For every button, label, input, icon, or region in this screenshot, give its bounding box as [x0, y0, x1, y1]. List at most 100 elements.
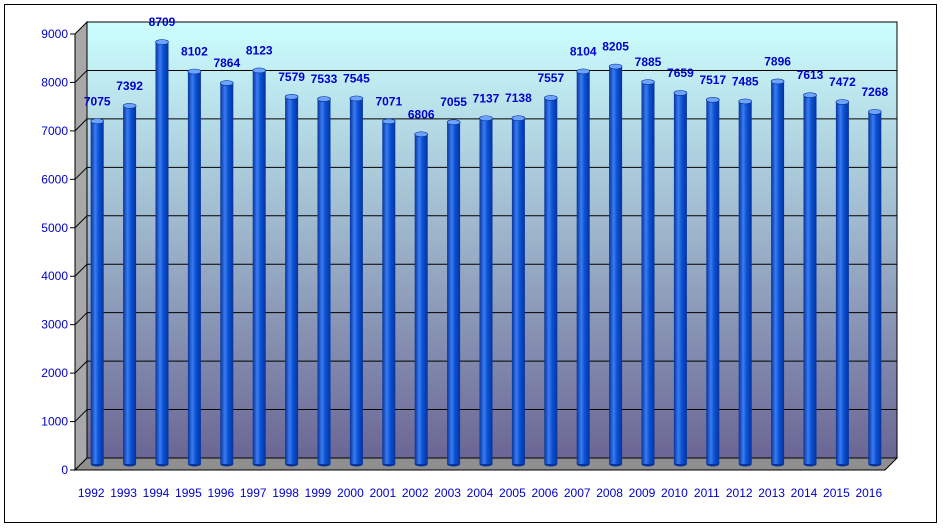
bar-1996: [220, 80, 234, 467]
bar-body: [609, 66, 623, 464]
y-tick-label: 8000: [41, 75, 68, 89]
bar-body: [123, 105, 137, 464]
bar-body: [738, 101, 752, 464]
bar-2014: [803, 92, 817, 467]
bar-2001: [381, 118, 396, 467]
axes: [70, 33, 885, 471]
data-label-2000: 7545: [343, 71, 370, 85]
x-tick-label-1994: 1994: [143, 486, 170, 500]
gridline-side: [74, 166, 88, 180]
x-tick-label-2004: 2004: [467, 486, 494, 500]
bar-body: [447, 122, 461, 465]
bar-2009: [641, 79, 655, 467]
gridline-side: [74, 312, 88, 326]
data-label-2012: 7485: [732, 74, 759, 88]
data-label-2001: 7071: [375, 94, 402, 108]
bar-body: [349, 98, 363, 464]
bar-body: [382, 121, 396, 464]
bar-body: [479, 118, 493, 464]
data-label-2015: 7472: [829, 75, 856, 89]
bar-body: [576, 71, 590, 464]
bar-top: [705, 97, 720, 103]
y-tick-label: 1000: [41, 415, 68, 429]
x-tick-label-1995: 1995: [175, 486, 202, 500]
bar-top: [608, 63, 623, 70]
bar-1995: [187, 68, 202, 467]
bar-top: [317, 96, 331, 102]
bar-2010: [673, 90, 688, 467]
y-tick-label: 0: [61, 463, 68, 477]
bar-2007: [576, 68, 591, 467]
gridline-side: [74, 360, 88, 374]
x-tick-label-2006: 2006: [531, 486, 558, 500]
x-tick-label-2009: 2009: [629, 486, 656, 500]
y-tick-label: 2000: [41, 366, 68, 380]
bar-body: [544, 97, 558, 464]
bar-top: [770, 78, 785, 85]
bar-top: [122, 103, 137, 109]
data-label-2013: 7896: [764, 54, 791, 68]
x-tick-label-2003: 2003: [434, 486, 461, 500]
data-label-1992: 7075: [84, 94, 111, 108]
bar-top: [803, 92, 817, 98]
x-tick-label-1998: 1998: [272, 486, 299, 500]
bar-top: [867, 109, 882, 115]
x-tick-label-2016: 2016: [855, 486, 882, 500]
bar-top: [414, 131, 429, 138]
data-label-1999: 7533: [311, 72, 338, 86]
y-tick-label: 6000: [41, 172, 68, 186]
x-tick-label-2012: 2012: [726, 486, 753, 500]
gridline-side: [74, 263, 88, 277]
bar-1997: [252, 67, 266, 467]
bar-2000: [349, 95, 364, 467]
bar-top: [673, 90, 688, 96]
bar-top: [220, 80, 234, 86]
bar-1998: [284, 94, 299, 467]
data-label-2016: 7268: [861, 85, 888, 99]
data-label-2002: 6806: [408, 107, 435, 121]
data-label-1994: 8709: [149, 15, 176, 29]
bar-2005: [511, 115, 526, 467]
bar-body: [706, 99, 720, 464]
bar-top: [187, 68, 202, 75]
bar-top: [446, 119, 461, 126]
bar-body: [155, 42, 169, 465]
bar-body: [511, 118, 525, 464]
bar-2015: [835, 99, 850, 467]
chart-frame: 7075 7392 8709 8102 7864 8123 7579 7533 7545 7071…: [4, 4, 937, 523]
bar-body: [803, 95, 817, 464]
x-tick-label-2000: 2000: [337, 486, 364, 500]
bar-1992: [90, 118, 104, 467]
bar-body: [285, 96, 299, 465]
x-tick-label-1997: 1997: [240, 486, 267, 500]
x-tick-label-2001: 2001: [369, 486, 396, 500]
gridline-side: [74, 70, 88, 83]
bar-body: [641, 82, 655, 464]
bar-top: [155, 39, 169, 45]
bar-chart: 7075 7392 8709 8102 7864 8123 7579 7533 7545 7071…: [41, 15, 899, 500]
bar-1999: [317, 96, 331, 467]
x-tick-labels: 1992 1993 1994 1995 1996 1997 1998 1999 2000 2001…: [78, 486, 883, 500]
side-wall: [74, 20, 88, 472]
data-label-2010: 7659: [667, 66, 694, 80]
bar-body: [835, 102, 849, 465]
bar-top: [576, 68, 591, 75]
x-tick-label-2008: 2008: [596, 486, 623, 500]
bar-2003: [446, 119, 461, 467]
bar-body: [414, 134, 428, 464]
bar-top: [381, 118, 396, 125]
bar-body: [220, 83, 234, 464]
bar-top: [835, 99, 850, 105]
bar-body: [252, 70, 266, 464]
gridline-side: [74, 215, 88, 229]
x-tick-label-1993: 1993: [110, 486, 137, 500]
gridline-side: [74, 409, 88, 422]
x-tick-label-1992: 1992: [78, 486, 105, 500]
bar-body: [673, 92, 687, 465]
x-tick-label-2013: 2013: [758, 486, 785, 500]
x-tick-label-2010: 2010: [661, 486, 688, 500]
x-tick-label-2015: 2015: [823, 486, 850, 500]
x-tick-label-2014: 2014: [791, 486, 818, 500]
bar-top: [252, 67, 266, 74]
bar-2004: [479, 115, 493, 467]
